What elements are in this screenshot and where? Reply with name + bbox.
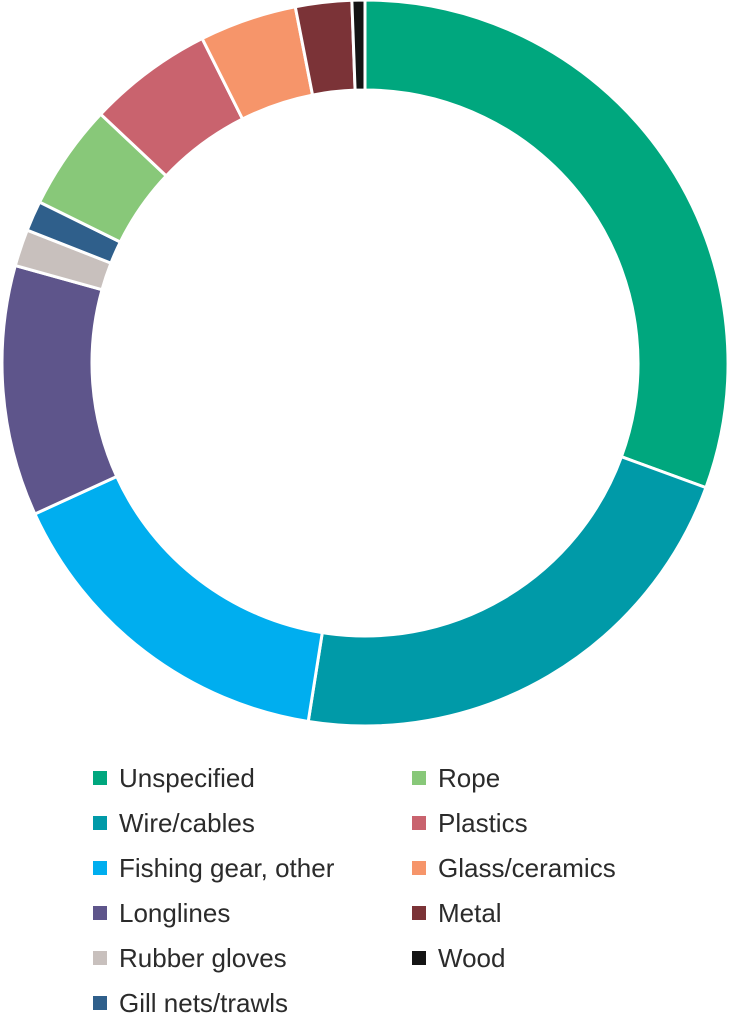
legend-swatch — [93, 996, 107, 1010]
legend-swatch — [93, 771, 107, 785]
chart-legend: Unspecified Wire/cables Fishing gear, ot… — [0, 755, 730, 1018]
legend-item-rubber-gloves: Rubber gloves — [93, 940, 287, 976]
donut-slice-longlines — [0, 263, 119, 516]
legend-swatch — [412, 906, 426, 920]
donut-slice-wood — [350, 0, 367, 92]
legend-item-metal: Metal — [412, 895, 502, 931]
legend-label: Fishing gear, other — [119, 853, 335, 883]
legend-label: Wire/cables — [119, 808, 255, 838]
legend-swatch — [93, 906, 107, 920]
legend-swatch — [412, 771, 426, 785]
legend-label: Glass/ceramics — [438, 853, 616, 883]
legend-label: Gill nets/trawls — [119, 988, 289, 1018]
legend-item-wire-cables: Wire/cables — [93, 805, 255, 841]
legend-item-unspecified: Unspecified — [93, 760, 255, 796]
donut-slice-fishing-gear-other — [32, 474, 325, 724]
legend-item-longlines: Longlines — [93, 895, 230, 931]
donut-slice-wire-cables — [306, 454, 708, 728]
legend-item-fishing-gear-other: Fishing gear, other — [93, 850, 334, 886]
legend-swatch — [412, 816, 426, 830]
legend-label: Rubber gloves — [119, 943, 287, 973]
legend-item-gill-nets-trawls: Gill nets/trawls — [93, 985, 288, 1021]
legend-label: Unspecified — [119, 763, 255, 793]
legend-swatch — [93, 951, 107, 965]
legend-label: Plastics — [438, 808, 528, 838]
legend-swatch — [412, 861, 426, 875]
donut-slice-unspecified — [363, 0, 730, 490]
legend-label: Metal — [438, 898, 502, 928]
donut-chart — [0, 0, 730, 728]
legend-label: Longlines — [119, 898, 231, 928]
legend-item-rope: Rope — [412, 760, 500, 796]
legend-label: Rope — [438, 763, 501, 793]
legend-item-wood: Wood — [412, 940, 505, 976]
legend-item-glass-ceramics: Glass/ceramics — [412, 850, 616, 886]
legend-swatch — [412, 951, 426, 965]
legend-swatch — [93, 861, 107, 875]
legend-label: Wood — [438, 943, 506, 973]
legend-item-plastics: Plastics — [412, 805, 528, 841]
legend-swatch — [93, 816, 107, 830]
